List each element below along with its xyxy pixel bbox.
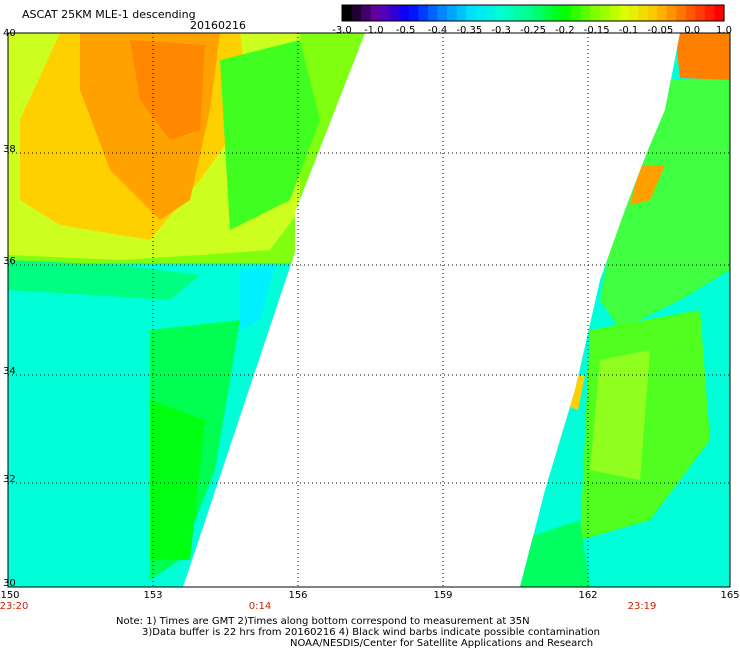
color-scale-cell	[456, 5, 467, 21]
color-scale-cell	[552, 5, 563, 21]
swath-time-2: 0:14	[248, 601, 272, 612]
color-scale-cell	[494, 5, 505, 21]
color-scale-bar	[341, 4, 725, 22]
color-scale-cell	[466, 5, 477, 21]
color-scale-label: 0.0	[684, 25, 701, 36]
color-scale-cell	[418, 5, 429, 21]
plot-frame	[7, 32, 731, 588]
note-line-3: NOAA/NESDIS/Center for Satellite Applica…	[290, 638, 594, 649]
lat-tick-40: 40	[3, 28, 16, 39]
color-scale-cell	[676, 5, 687, 21]
lat-tick-34: 34	[3, 366, 16, 377]
note-line-2: 3)Data buffer is 22 hrs from 20160216 4)…	[142, 627, 600, 638]
lon-tick-162: 162	[578, 590, 598, 601]
color-scale-cell	[361, 5, 372, 21]
color-scale-label: -0.15	[583, 25, 610, 36]
right-swath	[520, 33, 730, 587]
color-scale-cell	[533, 5, 544, 21]
color-scale-cell	[342, 5, 353, 21]
color-scale-cell	[590, 5, 601, 21]
color-scale-cell	[580, 5, 591, 21]
color-scale-label: -0.4	[427, 25, 448, 36]
lat-tick-36: 36	[3, 256, 16, 267]
swath-time-1: 23:20	[0, 601, 29, 612]
swath-time-3: 23:19	[627, 601, 657, 612]
color-scale-cell	[609, 5, 620, 21]
color-scale-cell	[618, 5, 630, 21]
color-scale-cell	[437, 5, 448, 21]
map-date: 20160216	[190, 19, 246, 32]
color-scale-cell	[485, 5, 496, 21]
color-scale-cell	[685, 5, 696, 21]
color-scale-cell	[561, 5, 572, 21]
color-scale-label: -0.3	[491, 25, 511, 36]
color-scale-cell	[599, 5, 610, 21]
lon-tick-153: 153	[143, 590, 163, 601]
color-scale-cell	[571, 5, 582, 21]
color-scale-label: -0.05	[647, 25, 674, 36]
color-scale-label: -0.35	[456, 25, 483, 36]
color-scale-cell	[447, 5, 458, 21]
color-scale-cell	[389, 5, 400, 21]
color-scale-label: -0.2	[555, 25, 575, 36]
lon-tick-165: 165	[720, 590, 740, 601]
lat-tick-38: 38	[3, 144, 16, 155]
color-scale-cell	[695, 5, 706, 21]
lat-tick-30: 30	[3, 578, 16, 589]
color-scale-cell	[542, 5, 553, 21]
color-scale-label: 1.0	[716, 25, 732, 36]
color-scale-label: -0.25	[520, 25, 546, 36]
color-scale-label: -0.5	[395, 25, 416, 36]
lat-tick-32: 32	[3, 474, 16, 485]
lon-tick-159: 159	[433, 590, 453, 601]
color-scale-label: -0.1	[618, 25, 639, 36]
color-scale-cell	[704, 5, 716, 21]
color-scale-cell	[504, 5, 515, 21]
color-scale-label: -1.0	[364, 25, 384, 36]
color-scale-frame	[341, 4, 725, 22]
color-scale-cell	[523, 5, 534, 21]
color-scale-cell	[638, 5, 649, 21]
color-scale-cell	[657, 5, 668, 21]
lat-lon-grid	[8, 33, 730, 587]
color-scale-cell	[714, 5, 725, 21]
color-scale-cell	[408, 5, 419, 21]
color-scale-cell	[475, 5, 486, 21]
left-swath	[8, 33, 365, 587]
color-scale-cell	[351, 5, 362, 21]
color-scale-label: -3.0	[332, 25, 352, 36]
color-scale-cell	[380, 5, 391, 21]
map-title: ASCAT 25KM MLE-1 descending	[22, 8, 196, 21]
color-scale-cell	[628, 5, 639, 21]
color-scale-cell	[666, 5, 677, 21]
color-scale-cell	[647, 5, 658, 21]
color-scale-cell	[427, 5, 439, 21]
lon-tick-150: 150	[0, 590, 20, 601]
note-line-1: Note: 1) Times are GMT 2)Times along bot…	[116, 616, 530, 627]
color-scale-cell	[370, 5, 381, 21]
color-scale-cell	[399, 5, 410, 21]
lon-tick-156: 156	[288, 590, 308, 601]
color-scale-cell	[513, 5, 525, 21]
